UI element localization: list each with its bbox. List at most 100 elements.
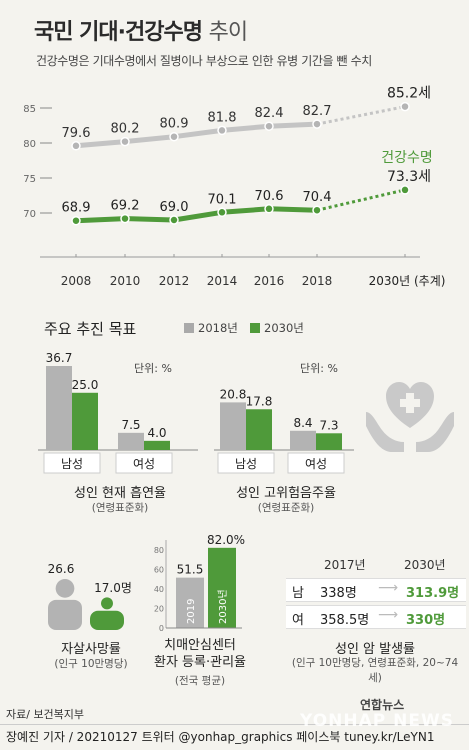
bar [208, 547, 236, 628]
data-label: 70.4 [303, 190, 332, 205]
yonhap-watermark: YONHAP NEWS [300, 711, 454, 731]
heart-hands-icon [366, 382, 454, 452]
cancer-note: (인구 10만명당, 연령표준화, 20~74세) [291, 657, 459, 684]
bar [220, 402, 246, 450]
category-label: 남성 [235, 457, 257, 471]
data-point [120, 136, 130, 147]
data-label: 70.1 [208, 192, 237, 207]
source: 자료/ 보건복지부 [6, 708, 85, 721]
bar [144, 440, 170, 450]
value-2030: 313.9명 [406, 586, 460, 601]
suicide-title: 자살사망률 [61, 642, 121, 657]
drinking-note: (연령표준화) [257, 502, 315, 514]
bar-value-label: 17.0명 [94, 581, 132, 595]
bar [118, 432, 144, 450]
legend-swatch-2030 [250, 323, 260, 333]
x-tick-label: 2014 [207, 274, 238, 288]
bar-value-label: 36.7 [46, 351, 73, 365]
dementia-title-2: 환자 등록·관리율 [154, 655, 246, 670]
series-name-label: 기대수명 [381, 80, 433, 83]
x-tick-label: 2016 [254, 274, 285, 288]
bar-value-label: 17.8 [246, 394, 273, 408]
cancer-title: 성인 암 발생률 [334, 642, 416, 657]
data-label: 69.0 [160, 200, 189, 215]
suicide-rate-chart: 26.6 17.0명 [48, 562, 132, 630]
series-projection-line [316, 105, 406, 126]
category-label: 2030년 [217, 589, 229, 624]
x-tick-label: 2030년 (추계) [369, 274, 446, 288]
smoking-note: (연령표준화) [91, 502, 149, 514]
drinking-title: 성인 고위험음주율 [236, 486, 336, 501]
category-box [115, 452, 173, 474]
data-label: 82.7 [303, 104, 332, 119]
unit-label: 단위: % [134, 362, 172, 375]
row-label: 여 [292, 613, 304, 628]
bar-value-label: 7.5 [121, 418, 140, 432]
y-tick-label: 70 [23, 209, 36, 220]
title-light: 추이 [208, 20, 248, 45]
arrow-icon: ⟶ [378, 580, 399, 596]
unit-label: 단위: % [300, 362, 338, 375]
x-tick-label: 2010 [110, 274, 141, 288]
data-label: 80.9 [160, 117, 189, 132]
legend-swatch-2018 [184, 323, 194, 333]
bar [46, 366, 72, 450]
title-bold: 국민 기대·건강수명 [34, 20, 203, 45]
credit-line: 장예진 기자 / 20210127 트위터 @yonhap_graphics 페… [6, 730, 435, 744]
y-tick-label: 60 [154, 565, 164, 574]
x-tick-label: 2018 [302, 274, 333, 288]
smoking-title: 성인 현재 흡연율 [74, 486, 166, 501]
bar-value-label: 4.0 [147, 426, 166, 440]
value-2030: 330명 [406, 613, 446, 628]
final-data-label: 73.3세 [387, 169, 431, 185]
cancer-incidence-table: 2017년 2030년 남 338명 ⟶ 313.9명 여 358.5명 ⟶ 330명 [286, 556, 466, 632]
person-bar-head [55, 579, 75, 598]
category-box [217, 452, 275, 474]
person-bar-body [90, 610, 124, 630]
data-label: 79.6 [62, 126, 91, 141]
legend-label-2018: 2018년 [198, 321, 238, 335]
data-label: 80.2 [111, 122, 140, 137]
yonhap-logo: 연합뉴스 [360, 698, 405, 712]
data-point [120, 213, 130, 224]
bar-value-label: 51.5 [177, 563, 204, 577]
table-row: 남 338명 ⟶ 313.9명 [286, 578, 466, 602]
drinking-rate-chart: 20.8 17.8 남성 8.4 7.3 여성 단위: % [214, 362, 354, 474]
data-point [264, 204, 274, 214]
dementia-note: (전국 평균) [174, 675, 226, 687]
category-label: 2019 [186, 599, 197, 624]
final-data-label: 85.2세 [387, 86, 431, 102]
y-tick-label: 80 [23, 139, 36, 150]
bar [72, 392, 98, 450]
data-point [400, 185, 410, 195]
row-label: 남 [292, 586, 304, 601]
person-bar-body [48, 599, 82, 630]
dementia-title: 치매안심센터 환자 등록·관리율 [140, 637, 260, 671]
category-label: 남성 [61, 457, 83, 471]
suicide-note: (인구 10만명당) [54, 658, 128, 670]
value-2017: 338명 [320, 586, 357, 601]
table-header-2030: 2030년 [404, 558, 446, 572]
category-box [287, 452, 345, 474]
data-point [217, 125, 227, 136]
page-subtitle: 건강수명은 기대수명에서 질병이나 부상으로 인한 유병 기간을 뺀 수치 [36, 54, 372, 68]
category-label: 여성 [133, 457, 155, 471]
page-title: 국민 기대·건강수명 추이 [34, 14, 248, 46]
dementia-title-1: 치매안심센터 [164, 638, 236, 653]
bar [246, 409, 272, 450]
series-name-label: 건강수명 [381, 150, 433, 166]
y-tick-label: 0 [159, 624, 164, 633]
data-point [169, 215, 179, 225]
bar [290, 430, 316, 450]
bar [316, 433, 342, 450]
goals-title: 주요 추진 목표 [44, 320, 137, 338]
data-point [264, 121, 274, 131]
life-expectancy-line-chart: 70 75 80 85 2008 2010 2012 2014 2016 2018 2030년 (추… [23, 80, 446, 288]
person-bar-head [101, 597, 113, 610]
x-tick-label: 2008 [61, 274, 92, 288]
data-label: 68.9 [62, 201, 91, 216]
y-tick-label: 75 [23, 174, 36, 185]
value-2017: 358.5명 [320, 613, 370, 628]
bar-value-label: 20.8 [220, 387, 247, 401]
